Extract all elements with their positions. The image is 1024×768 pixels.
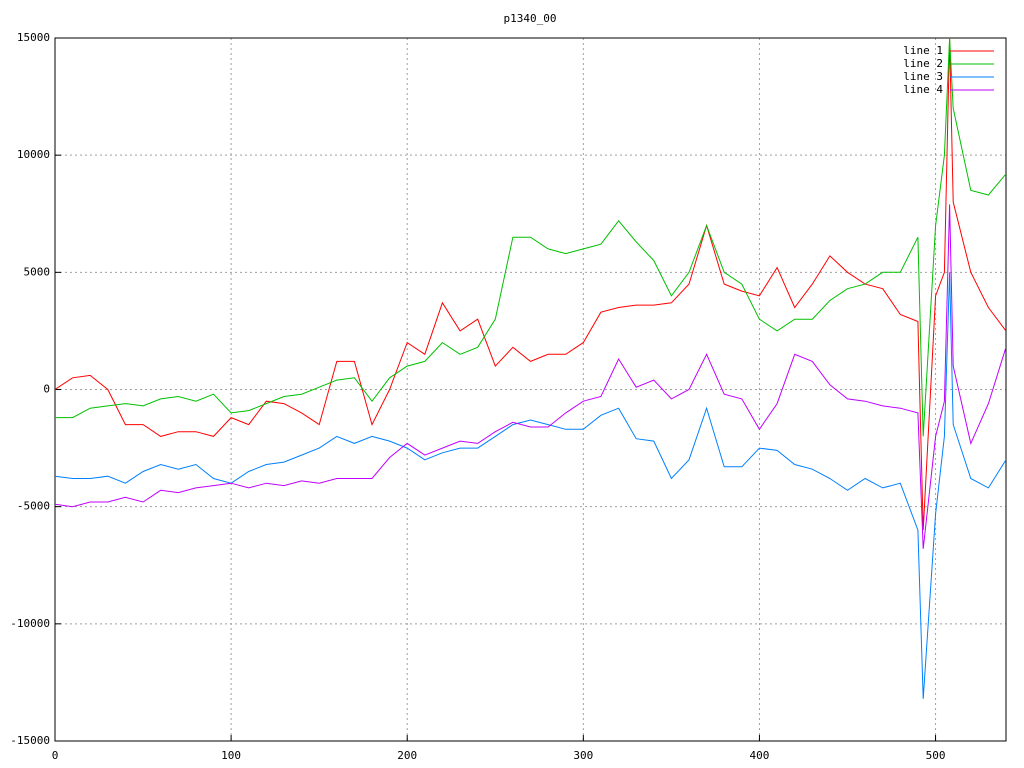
legend-label: line 1 bbox=[903, 44, 943, 57]
x-tick-label: 0 bbox=[52, 749, 59, 762]
legend-label: line 3 bbox=[903, 70, 943, 83]
series-line bbox=[55, 38, 1006, 437]
y-tick-label: -15000 bbox=[10, 734, 50, 747]
y-tick-label: 15000 bbox=[17, 31, 50, 44]
y-tick-label: 5000 bbox=[24, 265, 51, 278]
legend-label: line 2 bbox=[903, 57, 943, 70]
x-tick-label: 400 bbox=[750, 749, 770, 762]
series-line bbox=[55, 38, 1006, 531]
series-line bbox=[55, 272, 1006, 699]
series-line bbox=[55, 204, 1006, 549]
y-tick-label: 10000 bbox=[17, 148, 50, 161]
x-tick-label: 200 bbox=[397, 749, 417, 762]
x-tick-label: 500 bbox=[926, 749, 946, 762]
plot-lines bbox=[55, 38, 1006, 699]
x-tick-label: 100 bbox=[221, 749, 241, 762]
chart-title: p1340_00 bbox=[504, 12, 557, 25]
x-tick-label: 300 bbox=[573, 749, 593, 762]
y-tick-label: 0 bbox=[43, 383, 50, 396]
y-tick-label: -5000 bbox=[17, 500, 50, 513]
legend-label: line 4 bbox=[903, 83, 943, 96]
y-tick-label: -10000 bbox=[10, 617, 50, 630]
